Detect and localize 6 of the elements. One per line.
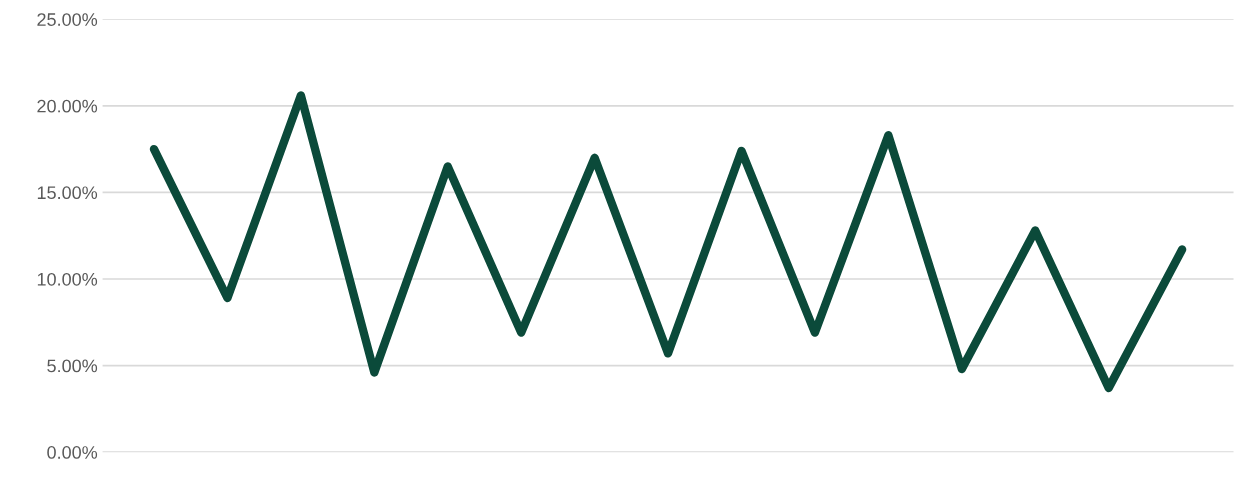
y-tick-label: 5.00% <box>47 359 98 373</box>
y-tick-label: 10.00% <box>37 272 98 286</box>
y-tick-label: 25.00% <box>37 13 98 26</box>
y-tick-label: 20.00% <box>37 99 98 113</box>
y-tick-label: 0.00% <box>47 446 98 459</box>
y-tick-label: 15.00% <box>37 186 98 200</box>
